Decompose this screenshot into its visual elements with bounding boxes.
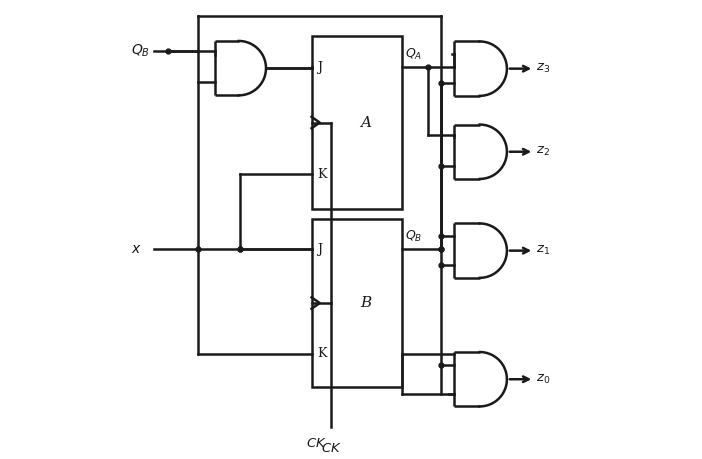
Text: J: J [317, 61, 322, 73]
Text: A: A [360, 116, 371, 129]
Text: $x$: $x$ [131, 242, 142, 256]
Text: $z_0$: $z_0$ [536, 373, 550, 386]
Text: $z_3$: $z_3$ [536, 62, 550, 75]
Text: $Q_B$: $Q_B$ [405, 229, 422, 244]
Bar [312, 36, 402, 209]
Text: $CK$: $CK$ [321, 442, 342, 454]
Text: $z_1$: $z_1$ [536, 244, 550, 257]
Bar [312, 219, 402, 387]
Text: J: J [317, 243, 322, 256]
Text: K: K [317, 347, 327, 360]
Text: $z_2$: $z_2$ [536, 145, 550, 158]
Text: $CK$: $CK$ [305, 437, 326, 450]
Text: K: K [317, 168, 327, 181]
Text: B: B [360, 296, 371, 310]
Text: $Q_B$: $Q_B$ [131, 43, 150, 59]
Text: $Q_A$: $Q_A$ [405, 47, 422, 62]
